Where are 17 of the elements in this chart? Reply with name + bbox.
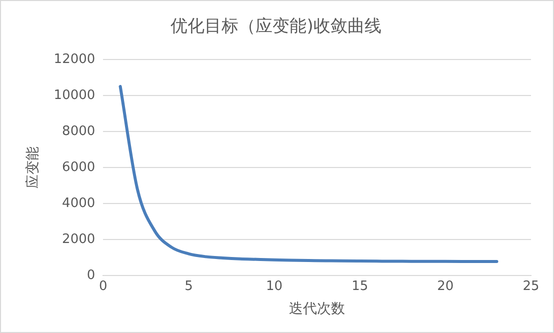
y-tick-label: 2000	[62, 232, 96, 247]
chart-title: 优化目标（应变能)收敛曲线	[170, 16, 382, 37]
y-tick-label: 8000	[62, 124, 96, 139]
x-tick-label: 25	[522, 278, 540, 294]
y-tick-label: 6000	[62, 160, 96, 175]
y-axis-title: 应变能	[25, 146, 42, 188]
y-tick-label: 0	[86, 268, 96, 283]
y-tick-label: 4000	[62, 196, 96, 211]
x-tick-label: 20	[437, 278, 454, 294]
x-tick-label: 15	[352, 278, 368, 294]
x-tick-label: 0	[99, 278, 108, 294]
y-tick-label: 10000	[54, 88, 96, 103]
x-tick-label: 5	[184, 278, 193, 294]
line-series	[118, 84, 498, 264]
x-axis-title: 迭代次数	[289, 301, 346, 318]
x-tick-label: 10	[266, 278, 283, 294]
y-tick-label: 12000	[54, 52, 96, 67]
